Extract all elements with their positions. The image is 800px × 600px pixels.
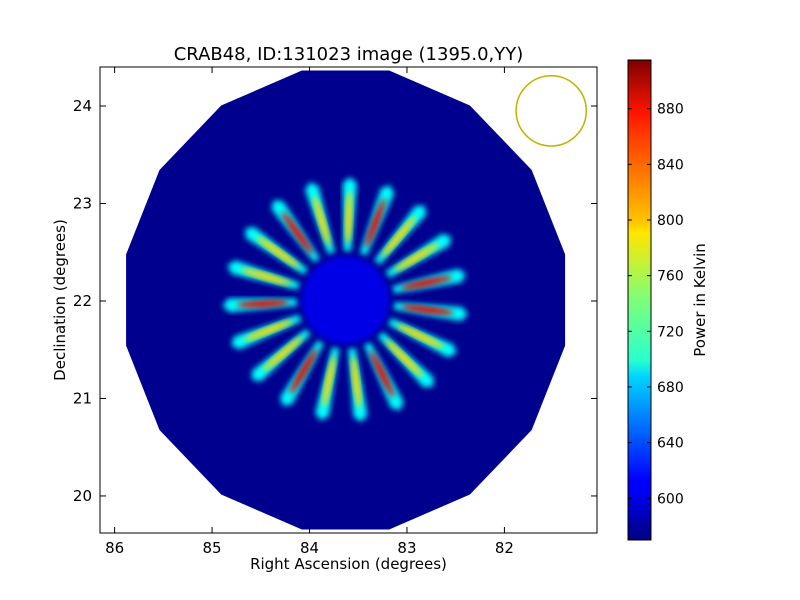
spoke-core	[240, 268, 292, 285]
y-tick-label: 20	[73, 487, 92, 505]
spoke-core	[256, 236, 300, 268]
colorbar-tick-label: 840	[657, 157, 684, 173]
spoke-core	[396, 324, 444, 348]
x-tick-label: 84	[300, 539, 319, 557]
y-tick-label: 24	[73, 97, 92, 115]
x-axis-label: Right Ascension (degrees)	[250, 555, 447, 573]
x-axis-ticks: 86 85 84 83 82	[105, 67, 514, 557]
colorbar-label: Power in Kelvin	[691, 243, 709, 357]
plot-frame	[99, 66, 598, 534]
colorbar-tick-label: 640	[657, 436, 684, 452]
spoke-core	[394, 243, 440, 272]
chart-title: CRAB48, ID:131023 image (1395.0,YY)	[174, 44, 524, 65]
source-pattern	[222, 177, 468, 422]
x-tick-label: 85	[203, 539, 222, 557]
y-axis-label: Declination (degrees)	[51, 219, 69, 381]
colorbar-tick-label: 680	[657, 380, 684, 396]
beam-circle	[515, 75, 588, 147]
spoke-core	[351, 356, 362, 409]
spoke-core	[322, 355, 336, 407]
spoke-core	[313, 195, 330, 246]
colorbar-tick-label: 800	[657, 213, 684, 229]
y-tick-label: 22	[73, 292, 92, 310]
image-plot	[126, 70, 588, 530]
spoke-core	[244, 320, 293, 341]
colorbar: 600 640 680 720 760 800 840 880 Power in Kelvin	[627, 59, 709, 541]
colorbar-ticks: 600 640 680 720 760 800 840 880	[628, 102, 684, 507]
spoke-core	[401, 305, 454, 315]
y-axis-ticks: 20 21 22 23 24	[73, 97, 597, 505]
x-tick-label: 86	[105, 539, 124, 557]
spoke-core	[381, 216, 416, 257]
spoke-core	[370, 350, 395, 398]
spoke-core	[281, 211, 313, 255]
colorbar-tick-label: 760	[657, 269, 684, 285]
colorbar-tick-label: 600	[657, 491, 684, 507]
spoke-core	[400, 276, 453, 290]
y-tick-label: 23	[73, 194, 92, 212]
spoke-core	[365, 198, 386, 248]
x-tick-label: 83	[397, 539, 416, 557]
spoke-core	[385, 339, 424, 378]
spoke-core	[345, 191, 353, 244]
y-tick-label: 21	[73, 389, 92, 407]
colorbar-tick-label: 880	[657, 102, 684, 118]
colorbar-gradient	[627, 59, 652, 541]
spoke-core	[236, 300, 289, 308]
x-tick-label: 82	[495, 539, 514, 557]
colorbar-tick-label: 720	[657, 324, 684, 340]
source-center	[301, 256, 390, 344]
spoke-core	[289, 348, 318, 395]
spoke-core	[262, 336, 303, 372]
